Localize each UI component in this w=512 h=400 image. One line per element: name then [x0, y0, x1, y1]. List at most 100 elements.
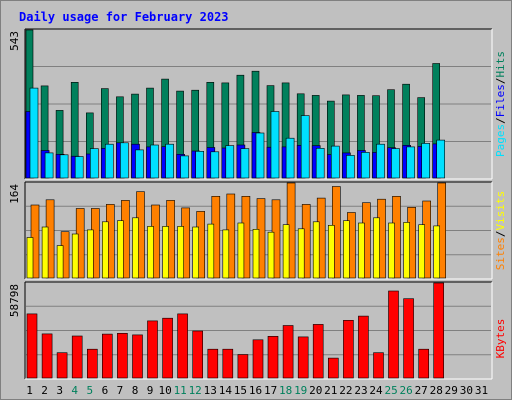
- bar-visits-day-10: [162, 226, 169, 279]
- x-tick-label-day-8: 8: [132, 384, 139, 397]
- x-tick-label-day-24: 24: [369, 384, 383, 397]
- x-tick-label-day-4: 4: [71, 384, 78, 397]
- bar-pages-day-24: [376, 143, 385, 179]
- bar-visits-day-21: [327, 225, 335, 279]
- x-tick-label-day-30: 30: [460, 384, 473, 397]
- bar-kbytes-day-9: [147, 320, 158, 379]
- x-tick-label-day-10: 10: [158, 384, 171, 397]
- bar-kbytes-day-15: [237, 354, 249, 379]
- x-tick-label-day-27: 27: [415, 384, 428, 397]
- legend-kbytes-panel: KBytes: [494, 319, 507, 359]
- bar-pages-day-7: [120, 142, 129, 179]
- bar-visits-day-27: [418, 224, 426, 279]
- x-tick-label-day-12: 12: [189, 384, 202, 397]
- y-max-label-kbytes: 58798: [8, 284, 21, 317]
- legend-pages: Pages: [494, 124, 507, 157]
- bar-kbytes-day-27: [418, 348, 430, 379]
- bar-pages-day-12: [195, 151, 204, 179]
- legend-separator: /: [494, 231, 507, 238]
- x-tick-label-day-22: 22: [339, 384, 352, 397]
- bar-visits-day-5: [87, 229, 94, 279]
- x-tick-label-day-9: 9: [147, 384, 154, 397]
- bar-pages-day-15: [240, 148, 250, 179]
- bar-kbytes-day-3: [56, 352, 68, 379]
- legend-visits-panel: Sites/Visits: [494, 191, 507, 271]
- x-tick-label-day-20: 20: [309, 384, 322, 397]
- x-tick-label-day-18: 18: [279, 384, 292, 397]
- bar-kbytes-day-1: [26, 313, 38, 379]
- legend-kbytes: KBytes: [494, 319, 507, 359]
- bar-visits-day-7: [117, 220, 124, 279]
- legend-files: Files: [494, 84, 507, 117]
- bar-pages-day-1: [29, 87, 39, 179]
- bar-visits-day-2: [41, 226, 49, 279]
- bar-pages-day-23: [361, 152, 370, 179]
- bar-visits-day-23: [358, 222, 365, 279]
- bar-kbytes-day-24: [373, 352, 384, 379]
- bar-visits-day-24: [373, 217, 380, 279]
- bar-kbytes-day-20: [312, 324, 324, 379]
- bar-pages-day-20: [315, 148, 325, 179]
- bar-kbytes-day-17: [267, 335, 279, 379]
- bar-kbytes-day-19: [297, 336, 309, 379]
- bar-pages-day-3: [59, 154, 69, 179]
- bar-pages-day-21: [330, 145, 340, 179]
- bar-visits-day-13: [207, 223, 215, 279]
- x-tick-label-day-7: 7: [117, 384, 124, 397]
- bar-visits-day-22: [343, 220, 350, 279]
- bar-visits-day-9: [147, 226, 154, 279]
- bar-pages-day-18: [285, 137, 295, 179]
- bar-kbytes-day-18: [282, 325, 294, 379]
- bar-visits-day-26: [403, 222, 410, 279]
- y-max-label-hits: 543: [8, 31, 21, 51]
- bar-kbytes-day-14: [222, 348, 234, 379]
- x-tick-label-day-1: 1: [26, 384, 33, 397]
- bar-pages-day-5: [90, 148, 99, 179]
- bar-pages-day-6: [105, 143, 114, 179]
- bar-visits-day-28: [433, 225, 441, 279]
- bar-kbytes-day-10: [162, 317, 173, 379]
- bar-pages-day-28: [436, 139, 446, 179]
- bar-visits-day-3: [56, 245, 64, 279]
- bar-visits-day-19: [297, 228, 305, 279]
- legend-separator: /: [494, 117, 507, 124]
- x-tick-label-day-17: 17: [264, 384, 277, 397]
- legend-visits: Visits: [494, 191, 507, 231]
- x-tick-label-day-29: 29: [445, 384, 458, 397]
- bar-pages-day-27: [421, 143, 431, 179]
- bar-pages-day-8: [135, 149, 144, 179]
- bar-visits-day-16: [252, 229, 260, 279]
- bar-pages-day-4: [74, 156, 84, 179]
- bar-kbytes-day-25: [388, 290, 399, 379]
- bar-kbytes-day-4: [71, 335, 83, 379]
- bar-kbytes-day-6: [102, 333, 113, 379]
- bar-kbytes-day-23: [358, 315, 369, 379]
- legend-hits: Hits: [494, 51, 507, 78]
- legend-hits-panel: Pages/Files/Hits: [494, 51, 507, 157]
- bar-kbytes-day-28: [433, 282, 445, 379]
- bar-visits-day-17: [267, 231, 275, 279]
- x-tick-label-day-28: 28: [430, 384, 443, 397]
- x-tick-label-day-2: 2: [41, 384, 48, 397]
- bar-visits-day-25: [388, 222, 395, 279]
- legend-sites: Sites: [494, 237, 507, 270]
- x-tick-label-day-21: 21: [324, 384, 337, 397]
- bar-kbytes-day-21: [327, 357, 339, 379]
- bar-visits-day-14: [222, 229, 230, 279]
- bar-visits-day-8: [132, 217, 139, 279]
- bar-visits-day-1: [26, 237, 34, 279]
- x-tick-label-day-26: 26: [399, 384, 412, 397]
- bar-pages-day-9: [150, 144, 159, 179]
- bar-pages-day-25: [391, 148, 400, 179]
- bar-pages-day-14: [225, 145, 235, 179]
- x-tick-label-day-31: 31: [475, 384, 488, 397]
- bar-pages-day-11: [180, 155, 189, 179]
- bar-pages-day-19: [300, 115, 310, 179]
- bar-visits-day-6: [102, 221, 109, 279]
- bar-visits-day-12: [192, 226, 199, 279]
- bar-kbytes-day-7: [117, 332, 128, 379]
- bar-pages-day-26: [406, 146, 415, 179]
- bar-visits-day-11: [177, 226, 184, 279]
